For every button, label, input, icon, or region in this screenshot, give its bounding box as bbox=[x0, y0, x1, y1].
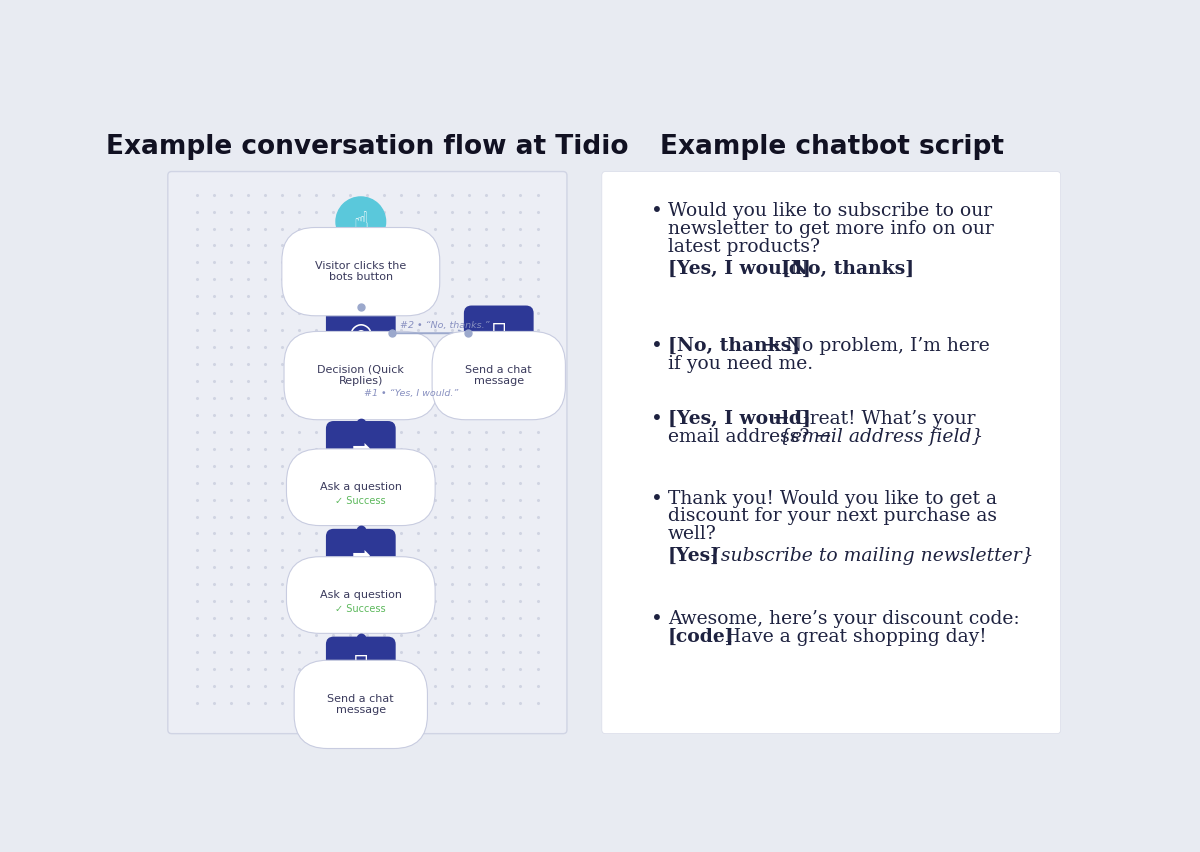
Text: ⎙: ⎙ bbox=[492, 321, 506, 345]
Text: Ask a question: Ask a question bbox=[319, 590, 402, 600]
Text: Would you like to subscribe to our: Would you like to subscribe to our bbox=[667, 202, 992, 221]
Circle shape bbox=[336, 197, 385, 246]
Text: [Yes, I would]: [Yes, I would] bbox=[667, 260, 810, 278]
Text: well?: well? bbox=[667, 525, 716, 543]
Text: discount for your next purchase as: discount for your next purchase as bbox=[667, 507, 997, 526]
Text: → No problem, I’m here: → No problem, I’m here bbox=[758, 337, 990, 355]
Text: if you need me.: if you need me. bbox=[667, 354, 812, 373]
FancyBboxPatch shape bbox=[326, 529, 396, 584]
FancyBboxPatch shape bbox=[168, 171, 566, 734]
Text: •: • bbox=[650, 490, 662, 509]
Text: {email address field}: {email address field} bbox=[779, 428, 983, 446]
Text: ➡: ➡ bbox=[352, 439, 370, 458]
FancyBboxPatch shape bbox=[602, 171, 1061, 734]
FancyBboxPatch shape bbox=[326, 306, 396, 361]
FancyBboxPatch shape bbox=[326, 421, 396, 476]
Text: ◎: ◎ bbox=[349, 320, 373, 348]
Text: → Great! What’s your: → Great! What’s your bbox=[767, 411, 976, 429]
Text: #2 • “No, thanks.”: #2 • “No, thanks.” bbox=[400, 321, 490, 330]
Text: Example chatbot script: Example chatbot script bbox=[660, 134, 1004, 160]
Text: [Yes, I would]: [Yes, I would] bbox=[667, 411, 810, 429]
Text: •: • bbox=[650, 610, 662, 630]
Text: ✓ Success: ✓ Success bbox=[336, 604, 386, 614]
Text: {subscribe to mailing newsletter}: {subscribe to mailing newsletter} bbox=[709, 546, 1033, 565]
Text: [code]: [code] bbox=[667, 628, 734, 646]
Text: •: • bbox=[650, 202, 662, 222]
Text: Thank you! Would you like to get a: Thank you! Would you like to get a bbox=[667, 490, 997, 508]
FancyBboxPatch shape bbox=[464, 306, 534, 361]
FancyBboxPatch shape bbox=[326, 636, 396, 692]
Text: ☝: ☝ bbox=[353, 210, 368, 233]
Text: [No, thanks]: [No, thanks] bbox=[667, 337, 800, 355]
Text: email address? →: email address? → bbox=[667, 428, 836, 446]
Text: [No, thanks]: [No, thanks] bbox=[782, 260, 914, 278]
Text: Ask a question: Ask a question bbox=[319, 482, 402, 492]
Text: [Yes]: [Yes] bbox=[667, 546, 720, 565]
Text: #1 • “Yes, I would.”: #1 • “Yes, I would.” bbox=[364, 389, 458, 398]
Text: Awesome, here’s your discount code:: Awesome, here’s your discount code: bbox=[667, 610, 1019, 629]
Text: •: • bbox=[650, 337, 662, 356]
Text: Send a chat
message: Send a chat message bbox=[466, 365, 532, 387]
Text: ✓ Success: ✓ Success bbox=[336, 496, 386, 506]
Text: Visitor clicks the
bots button: Visitor clicks the bots button bbox=[316, 261, 407, 283]
Text: newsletter to get more info on our: newsletter to get more info on our bbox=[667, 220, 994, 238]
Text: •: • bbox=[650, 411, 662, 429]
Text: . Have a great shopping day!: . Have a great shopping day! bbox=[713, 628, 986, 646]
Text: ⎙: ⎙ bbox=[354, 653, 368, 676]
Text: Decision (Quick
Replies): Decision (Quick Replies) bbox=[317, 365, 404, 387]
Text: ➡: ➡ bbox=[352, 546, 370, 567]
Text: Send a chat
message: Send a chat message bbox=[328, 694, 394, 715]
Text: latest products?: latest products? bbox=[667, 238, 820, 256]
Text: Example conversation flow at Tidio: Example conversation flow at Tidio bbox=[106, 134, 629, 160]
